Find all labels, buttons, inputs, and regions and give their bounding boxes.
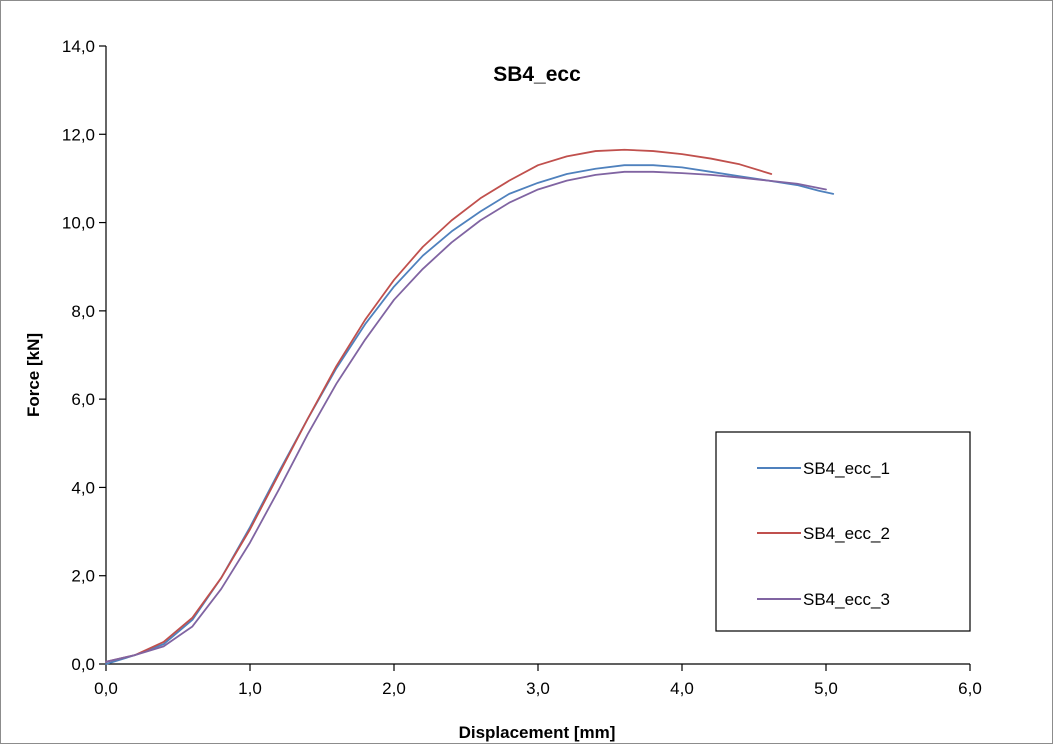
axes-layer: 0,0 1,0 2,0 3,0 4,0 5,0 6,0 0,0 2,0 4,0 6,0 8,0 10,0… [62,37,982,698]
y-axis-title: Force [kN] [24,333,43,417]
legend-box [715,431,971,632]
y-tick-label: 0,0 [71,655,95,674]
legend-label-sb4-ecc-2: SB4_ecc_2 [803,524,890,543]
x-tick-label: 4,0 [670,679,694,698]
legend: SB4_ecc_1 SB4_ecc_2 SB4_ecc_3 [715,431,971,632]
y-tick-label: 6,0 [71,390,95,409]
y-tick-label: 10,0 [62,214,95,233]
x-tick-label: 0,0 [94,679,118,698]
chart-title: SB4_ecc [493,63,581,86]
x-tick-label: 1,0 [238,679,262,698]
x-tick-label: 2,0 [382,679,406,698]
series-line-sb4-ecc-2 [105,148,773,663]
legend-label-sb4-ecc-3: SB4_ecc_3 [803,590,890,609]
legend-label-sb4-ecc-1: SB4_ecc_1 [803,459,890,478]
y-tick-label: 4,0 [71,478,95,497]
series-line-sb4-ecc-3 [105,170,827,663]
series-layer [105,148,835,665]
y-tick-label: 8,0 [71,302,95,321]
x-tick-label: 5,0 [814,679,838,698]
y-axis-title-group: Force [kN] [24,333,43,417]
y-tick-label: 12,0 [62,125,95,144]
x-axis-title: Displacement [mm] [459,723,616,742]
y-tick-label: 14,0 [62,37,95,56]
y-tick-label: 2,0 [71,567,95,586]
x-tick-label: 3,0 [526,679,550,698]
x-tick-label: 6,0 [958,679,982,698]
